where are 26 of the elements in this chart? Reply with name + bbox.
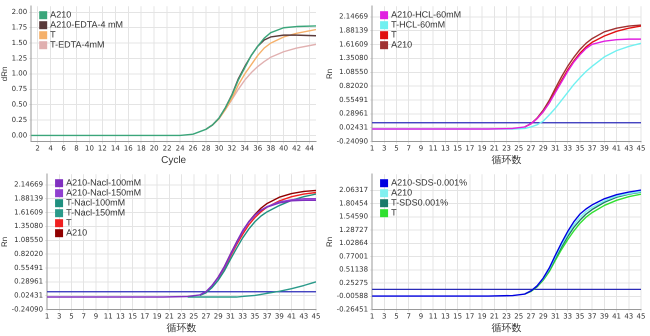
legend-label: A210	[66, 228, 88, 238]
y-axis-title: Rn	[325, 68, 334, 80]
x-axis-title: 循环数	[492, 322, 522, 334]
legend-label: A210-Nacl-100mM	[66, 178, 142, 188]
legend-label: A210-HCL-60mM	[391, 10, 462, 20]
x-axis-title: 循环数	[166, 322, 197, 334]
y-axis-title: Rn	[325, 236, 334, 248]
legend-label: T-EDTA-4mM	[50, 40, 105, 50]
legend-label: T-Nacl-150mM	[66, 208, 126, 218]
legend-label: A210-EDTA-4 mM	[50, 20, 124, 30]
legend-label: A210	[391, 40, 412, 50]
legend-label: T	[66, 218, 72, 228]
y-axis-title: dRn	[0, 66, 10, 82]
legend-label: T-HCL-60mM	[391, 20, 446, 30]
x-axis-title: 循环数	[492, 154, 522, 166]
legend-label: A210-SDS-0.001%	[391, 178, 468, 188]
legend-label: T	[50, 30, 56, 40]
legend-label: T-Nacl-100mM	[66, 198, 126, 208]
legend-label: T-SDS0.001%	[391, 198, 448, 208]
legend-label: T	[391, 208, 398, 218]
y-axis-title: Rn	[0, 236, 10, 248]
legend-label: T	[391, 30, 398, 40]
legend-label: A210-Nacl-150mM	[66, 188, 142, 198]
legend-label: A210	[50, 10, 72, 20]
x-axis-title: Cycle	[161, 154, 187, 166]
legend-label: A210	[391, 188, 412, 198]
